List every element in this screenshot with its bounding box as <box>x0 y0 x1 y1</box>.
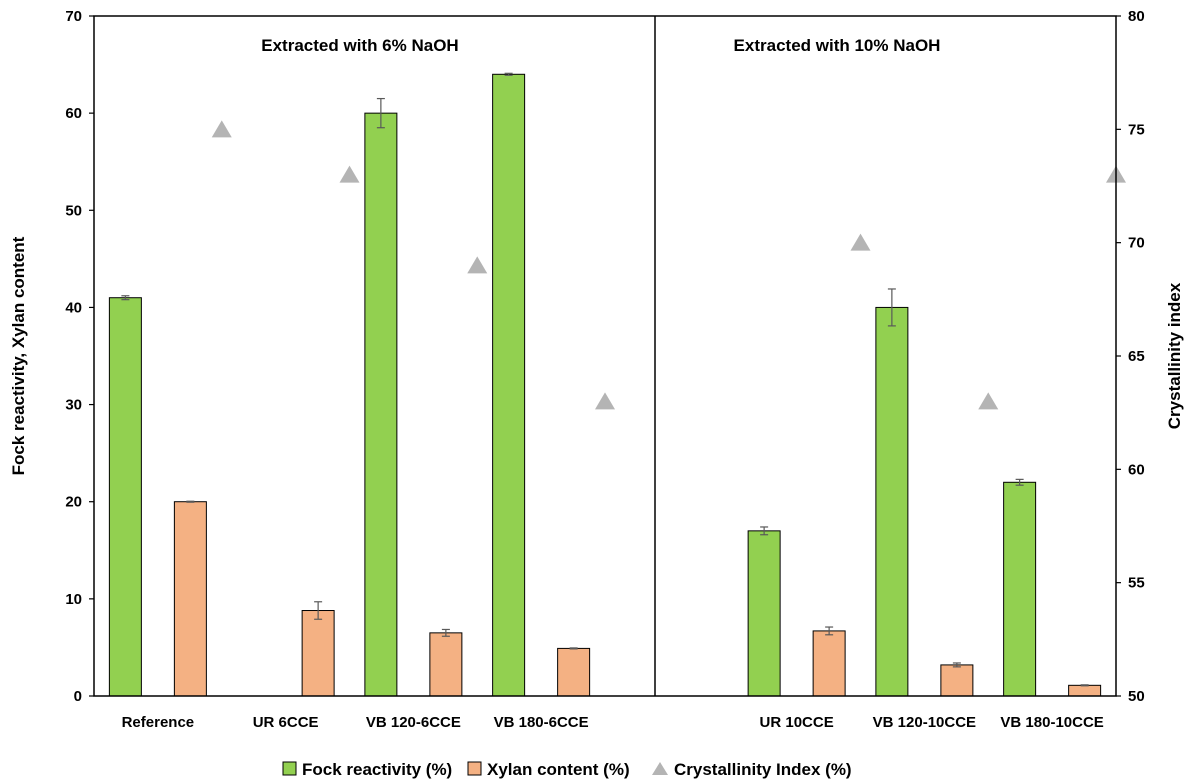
left-y-tick-label: 10 <box>65 591 82 608</box>
panel-title-left: Extracted with 6% NaOH <box>261 36 458 55</box>
error-bar-layer <box>121 72 1089 687</box>
bar-xylan-content-ur-6cce <box>301 610 335 697</box>
panel-title-right: Extracted with 10% NaOH <box>734 36 941 55</box>
marker-crystallinity-index-vb-180-6cce <box>595 392 615 410</box>
right-y-axis: 50 55 60 65 70 75 80 <box>1116 8 1145 705</box>
bar-fock-reactivity-ur-10cce <box>747 530 781 697</box>
marker-crystallinity-index-ur-10cce <box>850 233 871 251</box>
left-y-tick-label: 30 <box>65 397 82 414</box>
left-y-tick-label: 60 <box>65 105 82 122</box>
error-bar-fock-reactivity-vb-180-10cce <box>1015 478 1024 486</box>
right-y-tick-label: 70 <box>1128 235 1145 252</box>
x-axis: Reference UR 6CCE VB 120-6CCE VB 180-6CCE UR… <box>122 714 1104 731</box>
legend-label-crystallinity-index: Crystallinity Index (%) <box>674 760 852 779</box>
error-bar-xylan-content-ur-10cce <box>825 626 834 636</box>
left-y-tick-label: 50 <box>65 202 82 219</box>
error-bar-xylan-content-ur-6cce <box>314 601 323 620</box>
bar-fock-reactivity-reference <box>108 297 142 697</box>
error-bar-xylan-content-vb-180-6cce <box>569 647 578 650</box>
left-y-axis: 0 10 20 30 40 50 60 70 <box>65 8 94 705</box>
marker-crystallinity-index-ur-6cce <box>339 165 360 183</box>
bar-xylan-content-ur-10cce <box>812 630 846 697</box>
x-tick-label-vb-180-6cce: VB 180-6CCE <box>494 714 589 731</box>
plot-area-frame <box>93 15 1117 697</box>
right-y-tick-label: 75 <box>1128 121 1145 138</box>
marker-crystallinity-index-vb-120-6cce <box>467 256 488 274</box>
bar-xylan-content-vb-180-10cce <box>1068 684 1102 697</box>
left-y-tick-label: 70 <box>65 8 82 25</box>
x-tick-label-ur-6cce: UR 6CCE <box>253 714 319 731</box>
error-bar-fock-reactivity-ur-10cce <box>760 526 769 536</box>
error-bar-xylan-content-vb-180-10cce <box>1080 684 1089 687</box>
legend-triangle-icon <box>652 762 668 775</box>
right-y-tick-label: 60 <box>1128 461 1145 478</box>
left-y-tick-label: 20 <box>65 494 82 511</box>
bar-xylan-content-vb-120-10cce <box>940 664 974 697</box>
legend: Fock reactivity (%) Xylan content (%) Cr… <box>282 760 852 779</box>
x-tick-label-ur-10cce: UR 10CCE <box>760 714 834 731</box>
error-bar-xylan-content-reference <box>186 500 195 503</box>
error-bar-fock-reactivity-vb-180-6cce <box>504 72 513 76</box>
bar-fock-reactivity-vb-120-6cce <box>364 112 398 697</box>
marker-layer <box>211 120 1126 410</box>
legend-swatch-xylan-content <box>467 761 482 776</box>
bar-fock-reactivity-vb-180-10cce <box>1003 481 1037 697</box>
error-bar-xylan-content-vb-120-6cce <box>441 628 450 637</box>
right-y-tick-label: 65 <box>1128 348 1145 365</box>
error-bar-fock-reactivity-vb-120-10cce <box>887 288 896 327</box>
bar-fock-reactivity-vb-180-6cce <box>492 73 526 697</box>
right-y-tick-label: 55 <box>1128 575 1145 592</box>
left-y-axis-title: Fock reactivity, Xylan content <box>9 236 28 475</box>
legend-swatch-fock-reactivity <box>282 761 297 776</box>
marker-crystallinity-index-vb-120-10cce <box>978 392 999 410</box>
x-tick-label-vb-120-10cce: VB 120-10CCE <box>873 714 976 731</box>
legend-label-fock-reactivity: Fock reactivity (%) <box>302 760 452 779</box>
right-y-axis-title: Crystallinity index <box>1165 282 1184 429</box>
bar-fock-reactivity-vb-120-10cce <box>875 306 909 697</box>
x-tick-label-reference: Reference <box>122 714 195 731</box>
right-y-tick-label: 50 <box>1128 688 1145 705</box>
x-tick-label-vb-120-6cce: VB 120-6CCE <box>366 714 461 731</box>
left-y-tick-label: 0 <box>74 688 82 705</box>
marker-crystallinity-index-reference <box>211 120 232 138</box>
error-bar-xylan-content-vb-120-10cce <box>952 662 961 668</box>
bar-xylan-content-reference <box>173 501 207 697</box>
x-tick-label-vb-180-10cce: VB 180-10CCE <box>1000 714 1103 731</box>
bar-xylan-content-vb-120-6cce <box>429 632 463 697</box>
error-bar-fock-reactivity-vb-120-6cce <box>376 97 385 129</box>
right-y-tick-label: 80 <box>1128 8 1145 25</box>
legend-label-xylan-content: Xylan content (%) <box>487 760 630 779</box>
bar-layer <box>108 73 1102 697</box>
error-bar-fock-reactivity-reference <box>121 295 130 301</box>
left-y-tick-label: 40 <box>65 299 82 316</box>
bar-xylan-content-vb-180-6cce <box>557 647 591 697</box>
